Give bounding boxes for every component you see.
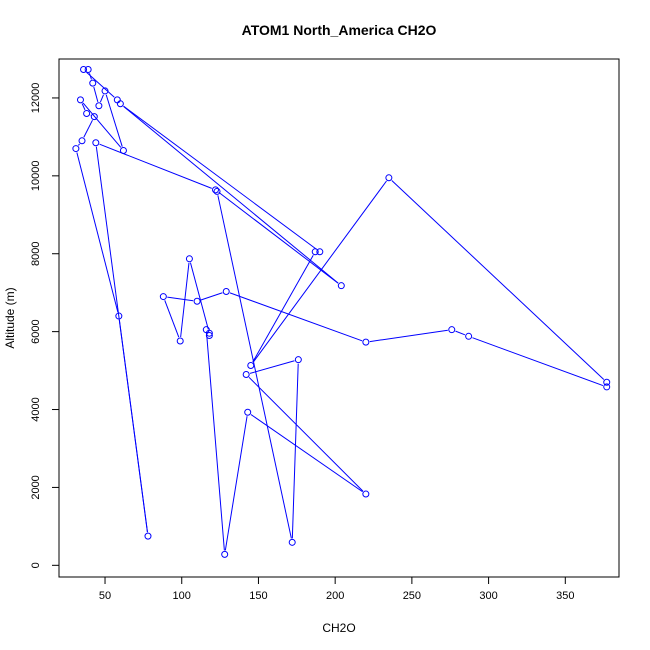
series-segment bbox=[123, 105, 317, 250]
data-point bbox=[205, 332, 213, 340]
data-point bbox=[84, 66, 92, 74]
data-point bbox=[101, 87, 109, 95]
data-point bbox=[144, 532, 152, 540]
series-segment bbox=[472, 337, 604, 387]
series-segment bbox=[123, 105, 339, 284]
series-segment bbox=[99, 143, 212, 189]
series-layer bbox=[72, 66, 611, 558]
data-point bbox=[288, 538, 296, 546]
data-point bbox=[95, 102, 103, 110]
y-tick-label: 10000 bbox=[30, 161, 42, 192]
y-tick-label: 2000 bbox=[30, 475, 42, 499]
y-axis: 0 2000 4000 6000 8000 10000 12000 bbox=[30, 83, 60, 568]
series-segment bbox=[224, 416, 248, 551]
x-tick-label: 250 bbox=[403, 590, 421, 602]
data-point bbox=[116, 100, 124, 108]
series-segment bbox=[248, 376, 364, 492]
y-tick-label: 0 bbox=[30, 562, 42, 568]
data-point bbox=[242, 370, 250, 378]
series-segment bbox=[369, 329, 448, 343]
series-segment bbox=[164, 300, 180, 338]
series-segment bbox=[250, 414, 363, 493]
data-point bbox=[244, 408, 252, 416]
series-segment bbox=[167, 296, 194, 302]
series-segment bbox=[95, 146, 148, 533]
data-point bbox=[76, 96, 84, 104]
x-tick-label: 50 bbox=[99, 590, 111, 602]
y-tick-label: 4000 bbox=[30, 397, 42, 421]
data-point bbox=[385, 174, 393, 182]
data-point bbox=[465, 332, 473, 340]
data-point bbox=[185, 255, 193, 263]
data-point bbox=[294, 356, 302, 364]
series-segment bbox=[88, 73, 92, 80]
series-segment bbox=[81, 103, 86, 111]
data-point bbox=[83, 110, 91, 118]
chart-title: ATOM1 North_America CH2O bbox=[242, 22, 437, 38]
x-axis-label: CH2O bbox=[322, 621, 355, 635]
series-segment bbox=[93, 86, 99, 103]
series-segment bbox=[249, 360, 295, 374]
data-point bbox=[176, 337, 184, 345]
data-point bbox=[115, 312, 123, 320]
series-segment bbox=[82, 102, 122, 148]
x-tick-label: 100 bbox=[173, 590, 191, 602]
y-axis-label: Altitude (m) bbox=[3, 287, 17, 348]
data-point bbox=[311, 248, 319, 256]
data-point bbox=[213, 187, 221, 195]
data-point bbox=[603, 383, 611, 391]
x-axis: 50 100 150 200 250 300 350 bbox=[99, 576, 574, 602]
series-segment bbox=[76, 152, 119, 313]
data-point bbox=[222, 288, 230, 296]
data-point bbox=[337, 282, 345, 290]
y-tick-label: 12000 bbox=[30, 83, 42, 114]
series-segment bbox=[180, 262, 190, 338]
data-point bbox=[159, 293, 167, 301]
series-segment bbox=[206, 333, 225, 551]
data-point bbox=[316, 248, 324, 256]
data-point bbox=[221, 550, 229, 558]
x-tick-label: 350 bbox=[556, 590, 574, 602]
data-point bbox=[193, 297, 201, 305]
data-point bbox=[247, 362, 255, 370]
x-tick-label: 150 bbox=[249, 590, 267, 602]
series-segment bbox=[291, 363, 299, 539]
y-tick-label: 6000 bbox=[30, 319, 42, 343]
series-segment bbox=[252, 180, 387, 363]
series-segment bbox=[217, 195, 292, 539]
series-segment bbox=[200, 292, 223, 301]
series-segment bbox=[83, 119, 93, 138]
data-point bbox=[89, 79, 97, 87]
data-point bbox=[90, 113, 98, 121]
series-segment bbox=[189, 262, 209, 330]
data-point bbox=[78, 137, 86, 145]
data-point bbox=[202, 326, 210, 334]
data-point bbox=[92, 139, 100, 147]
y-tick-label: 8000 bbox=[30, 241, 42, 265]
series-segment bbox=[218, 191, 339, 284]
x-tick-label: 300 bbox=[479, 590, 497, 602]
data-point bbox=[362, 338, 370, 346]
series-segment bbox=[391, 180, 605, 380]
series-segment bbox=[86, 71, 115, 98]
data-point bbox=[603, 378, 611, 386]
series-segment bbox=[77, 143, 80, 146]
data-point bbox=[72, 145, 80, 153]
series-segment bbox=[455, 330, 466, 336]
data-point bbox=[448, 326, 456, 334]
data-point bbox=[119, 147, 127, 155]
data-point bbox=[80, 66, 88, 74]
data-point bbox=[211, 186, 219, 194]
series-segment bbox=[105, 94, 123, 147]
series-segment bbox=[252, 255, 314, 363]
series-segment bbox=[99, 94, 104, 103]
series-segment bbox=[229, 292, 363, 342]
data-point bbox=[362, 490, 370, 498]
x-tick-label: 200 bbox=[326, 590, 344, 602]
